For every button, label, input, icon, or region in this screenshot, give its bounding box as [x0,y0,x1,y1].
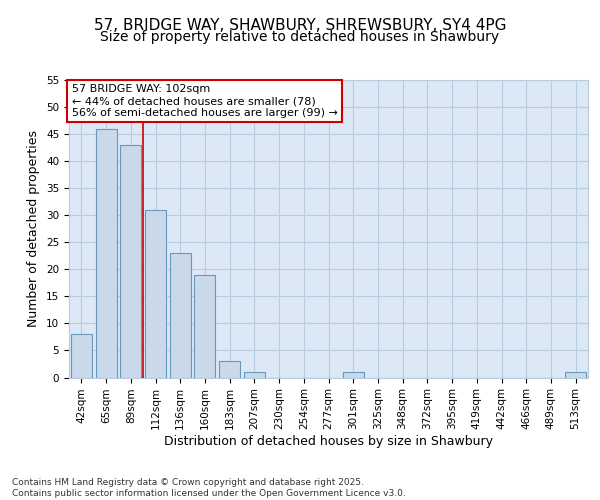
X-axis label: Distribution of detached houses by size in Shawbury: Distribution of detached houses by size … [164,435,493,448]
Bar [170,253,191,378]
Bar [95,128,116,378]
Bar [71,334,92,378]
Text: 57, BRIDGE WAY, SHAWBURY, SHREWSBURY, SY4 4PG: 57, BRIDGE WAY, SHAWBURY, SHREWSBURY, SY… [94,18,506,32]
Bar [219,362,240,378]
Text: Size of property relative to detached houses in Shawbury: Size of property relative to detached ho… [100,30,500,44]
Bar [343,372,364,378]
Y-axis label: Number of detached properties: Number of detached properties [28,130,40,327]
Text: 57 BRIDGE WAY: 102sqm
← 44% of detached houses are smaller (78)
56% of semi-deta: 57 BRIDGE WAY: 102sqm ← 44% of detached … [71,84,337,117]
Bar [120,145,141,378]
Text: Contains HM Land Registry data © Crown copyright and database right 2025.
Contai: Contains HM Land Registry data © Crown c… [12,478,406,498]
Bar [194,274,215,378]
Bar [565,372,586,378]
Bar [145,210,166,378]
Bar [244,372,265,378]
